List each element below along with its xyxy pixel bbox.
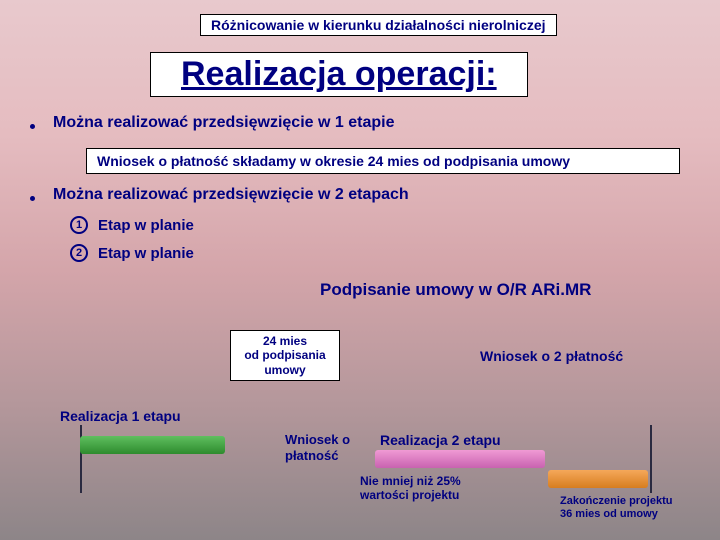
- stage-1-row: 1 Etap w planie: [70, 216, 194, 234]
- payreq-line2: płatność: [285, 448, 350, 464]
- box24-line3: umowy: [237, 363, 333, 377]
- bullet-2-text: Można realizować przedsięwzięcie w 2 eta…: [53, 186, 409, 204]
- title-box: Realizacja operacji:: [150, 52, 528, 97]
- bullet-2: Można realizować przedsięwzięcie w 2 eta…: [30, 186, 409, 204]
- end-note: Zakończenie projektu 36 mies od umowy: [560, 495, 672, 521]
- box-24mies: 24 mies od podpisania umowy: [230, 330, 340, 381]
- box24-line2: od podpisania: [237, 348, 333, 362]
- bullet-1-text: Można realizować przedsięwzięcie w 1 eta…: [53, 114, 394, 132]
- endnote-line2: 36 mies od umowy: [560, 508, 672, 521]
- minnote-line1: Nie mniej niż 25%: [360, 474, 461, 488]
- bullet-1: Można realizować przedsięwzięcie w 1 eta…: [30, 114, 394, 132]
- payreq2-label: Wniosek o 2 płatność: [480, 348, 623, 364]
- box24-line1: 24 mies: [237, 334, 333, 348]
- header-box: Różnicowanie w kierunku działalności nie…: [200, 14, 557, 36]
- bar-stage1: [80, 436, 225, 454]
- subnote-box: Wniosek o płatność składamy w okresie 24…: [86, 148, 680, 174]
- minnote-line2: wartości projektu: [360, 488, 461, 502]
- bar-end: [548, 470, 648, 488]
- bar-stage2: [375, 450, 545, 468]
- title-text: Realizacja operacji:: [181, 55, 497, 93]
- min-note: Nie mniej niż 25% wartości projektu: [360, 474, 461, 503]
- signing-text: Podpisanie umowy w O/R ARi.MR: [320, 280, 591, 300]
- stage-2-row: 2 Etap w planie: [70, 244, 194, 262]
- header-text: Różnicowanie w kierunku działalności nie…: [211, 17, 546, 33]
- payreq-label: Wniosek o płatność: [285, 432, 350, 463]
- endnote-line1: Zakończenie projektu: [560, 495, 672, 508]
- stage-1-text: Etap w planie: [98, 217, 194, 234]
- subnote-text: Wniosek o płatność składamy w okresie 24…: [97, 153, 570, 169]
- real1-label: Realizacja 1 etapu: [60, 408, 181, 424]
- bullet-dot-icon: [30, 124, 35, 129]
- real2-label: Realizacja 2 etapu: [380, 432, 501, 448]
- vline-right: [650, 425, 652, 493]
- bullet-dot-icon: [30, 196, 35, 201]
- circled-1-icon: 1: [70, 216, 88, 234]
- circled-2-icon: 2: [70, 244, 88, 262]
- stage-2-text: Etap w planie: [98, 245, 194, 262]
- payreq-line1: Wniosek o: [285, 432, 350, 448]
